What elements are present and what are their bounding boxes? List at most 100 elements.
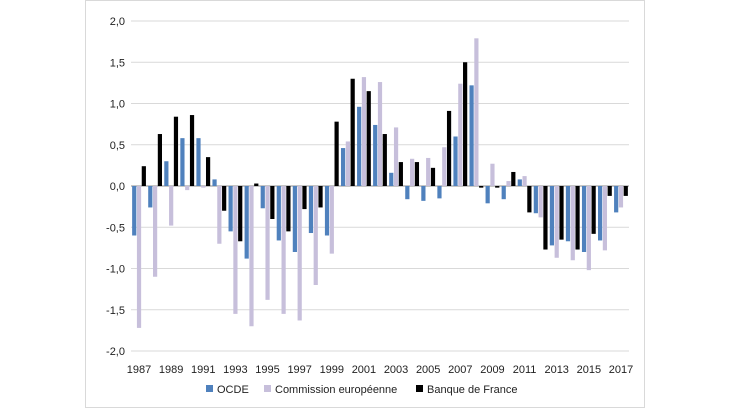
bar-ocde-1995 bbox=[260, 186, 265, 209]
bar-ocde-2014 bbox=[565, 186, 571, 242]
x-tick-label: 1991 bbox=[191, 364, 215, 376]
bar-commission-europ-enne-1990 bbox=[185, 186, 190, 191]
x-tick-label: 1997 bbox=[287, 364, 311, 376]
x-tick-label: 2013 bbox=[544, 364, 568, 376]
bar-ocde-1987 bbox=[132, 186, 137, 236]
legend-label: Banque de France bbox=[427, 384, 518, 396]
y-tick-label: 0,0 bbox=[110, 181, 125, 193]
x-tick-label: 2017 bbox=[609, 364, 633, 376]
y-tick-label: -0,5 bbox=[106, 222, 125, 234]
bar-ocde-1988 bbox=[148, 186, 153, 208]
bar-commission-europ-enne-1989 bbox=[169, 186, 174, 226]
bar-banque-de-france-2017 bbox=[623, 186, 628, 196]
bar-banque-de-france-2003 bbox=[398, 162, 403, 186]
bar-commission-europ-enne-2014 bbox=[570, 186, 575, 261]
bar-banque-de-france-1994 bbox=[254, 183, 259, 186]
bar-banque-de-france-1991 bbox=[205, 157, 211, 187]
bar-ocde-2003 bbox=[389, 172, 394, 186]
bar-ocde-2017 bbox=[614, 186, 619, 213]
bar-ocde-2006 bbox=[437, 186, 442, 199]
bar-ocde-1998 bbox=[308, 186, 314, 234]
bar-banque-de-france-2002 bbox=[382, 134, 387, 186]
bar-banque-de-france-2014 bbox=[575, 186, 580, 250]
bar-commission-europ-enne-2016 bbox=[602, 186, 607, 251]
bar-commission-europ-enne-2001 bbox=[361, 77, 367, 186]
bar-banque-de-france-2012 bbox=[543, 186, 548, 250]
bar-banque-de-france-1993 bbox=[238, 186, 243, 242]
bar-banque-de-france-2010 bbox=[511, 171, 516, 186]
bar-banque-de-france-1996 bbox=[286, 186, 291, 232]
y-tick-label: 0,5 bbox=[110, 140, 125, 152]
bar-banque-de-france-2016 bbox=[607, 186, 612, 196]
bar-ocde-1989 bbox=[164, 161, 169, 186]
bar-commission-europ-enne-2004 bbox=[410, 158, 415, 186]
bar-ocde-2016 bbox=[598, 186, 603, 241]
bar-ocde-1991 bbox=[196, 138, 201, 186]
x-tick-label: 2003 bbox=[384, 364, 408, 376]
bar-commission-europ-enne-1988 bbox=[153, 186, 158, 277]
chart-frame: 2,0 1,5 1,0 0,5 0,0 -0,5 -1,0 -1,5 -2,0 1987 1989 1… bbox=[85, 0, 645, 408]
y-tick-label: -2,0 bbox=[106, 346, 125, 358]
bar-ocde-2004 bbox=[405, 186, 410, 200]
x-tick-label: 2007 bbox=[448, 364, 472, 376]
bar-commission-europ-enne-2008 bbox=[474, 38, 479, 186]
bar-ocde-1996 bbox=[276, 186, 281, 241]
bar-banque-de-france-2007 bbox=[463, 62, 468, 186]
bar-banque-de-france-1998 bbox=[318, 186, 323, 208]
bar-ocde-1992 bbox=[212, 179, 217, 186]
y-tick-label: 1,0 bbox=[110, 99, 125, 111]
x-tick-label: 2015 bbox=[577, 364, 601, 376]
bar-commission-europ-enne-1996 bbox=[281, 186, 286, 314]
bar-commission-europ-enne-2009 bbox=[490, 163, 495, 186]
bar-commission-europ-enne-2005 bbox=[426, 157, 431, 186]
bar-commission-europ-enne-2017 bbox=[618, 186, 624, 208]
y-tick-label: -1,5 bbox=[106, 305, 125, 317]
bar-banque-de-france-2015 bbox=[591, 186, 596, 234]
bar-banque-de-france-1988 bbox=[157, 134, 162, 186]
bar-banque-de-france-2005 bbox=[430, 167, 436, 186]
bar-ocde-2013 bbox=[549, 186, 555, 246]
bar-commission-europ-enne-2003 bbox=[393, 127, 399, 186]
bar-banque-de-france-2004 bbox=[414, 162, 420, 186]
x-tick-label: 1989 bbox=[159, 364, 183, 376]
x-tick-label: 2009 bbox=[480, 364, 504, 376]
legend-label: OCDE bbox=[217, 384, 249, 396]
bar-ocde-2002 bbox=[373, 124, 378, 186]
bar-commission-europ-enne-2006 bbox=[442, 147, 447, 186]
legend-swatch bbox=[416, 385, 423, 392]
bar-banque-de-france-2008 bbox=[479, 186, 484, 188]
bar-commission-europ-enne-2012 bbox=[538, 186, 543, 218]
bar-banque-de-france-2006 bbox=[446, 110, 452, 186]
bar-commission-europ-enne-2000 bbox=[345, 141, 350, 186]
bar-ocde-2007 bbox=[453, 136, 458, 186]
bar-ocde-1994 bbox=[244, 186, 249, 259]
x-tick-label: 2011 bbox=[513, 364, 537, 376]
bar-banque-de-france-1989 bbox=[173, 116, 179, 186]
legend-swatch bbox=[206, 385, 213, 392]
bar-commission-europ-enne-1997 bbox=[297, 186, 302, 321]
x-tick-label: 1995 bbox=[255, 364, 279, 376]
bar-banque-de-france-1987 bbox=[141, 166, 146, 186]
bar-ocde-2011 bbox=[517, 179, 522, 186]
bar-commission-europ-enne-2013 bbox=[554, 186, 559, 258]
bar-banque-de-france-1997 bbox=[302, 186, 307, 210]
bar-ocde-1993 bbox=[228, 186, 233, 232]
bar-ocde-2000 bbox=[340, 148, 346, 186]
bar-banque-de-france-1990 bbox=[189, 115, 195, 186]
bar-commission-europ-enne-2015 bbox=[586, 186, 591, 271]
y-tick-label: 2,0 bbox=[110, 16, 125, 28]
bar-banque-de-france-2000 bbox=[350, 78, 355, 186]
bar-ocde-1999 bbox=[324, 186, 330, 236]
bar-banque-de-france-2013 bbox=[559, 186, 564, 240]
bar-commission-europ-enne-1987 bbox=[136, 186, 142, 328]
bar-banque-de-france-2011 bbox=[527, 186, 532, 213]
x-tick-label: 2005 bbox=[416, 364, 440, 376]
x-tick-label: 1999 bbox=[320, 364, 344, 376]
bar-banque-de-france-1999 bbox=[334, 121, 339, 186]
x-tick-label: 1987 bbox=[127, 364, 151, 376]
bar-ocde-2009 bbox=[485, 186, 490, 204]
bar-ocde-2010 bbox=[501, 186, 506, 200]
bar-commission-europ-enne-1998 bbox=[313, 186, 318, 285]
bar-commission-europ-enne-2007 bbox=[458, 83, 463, 186]
